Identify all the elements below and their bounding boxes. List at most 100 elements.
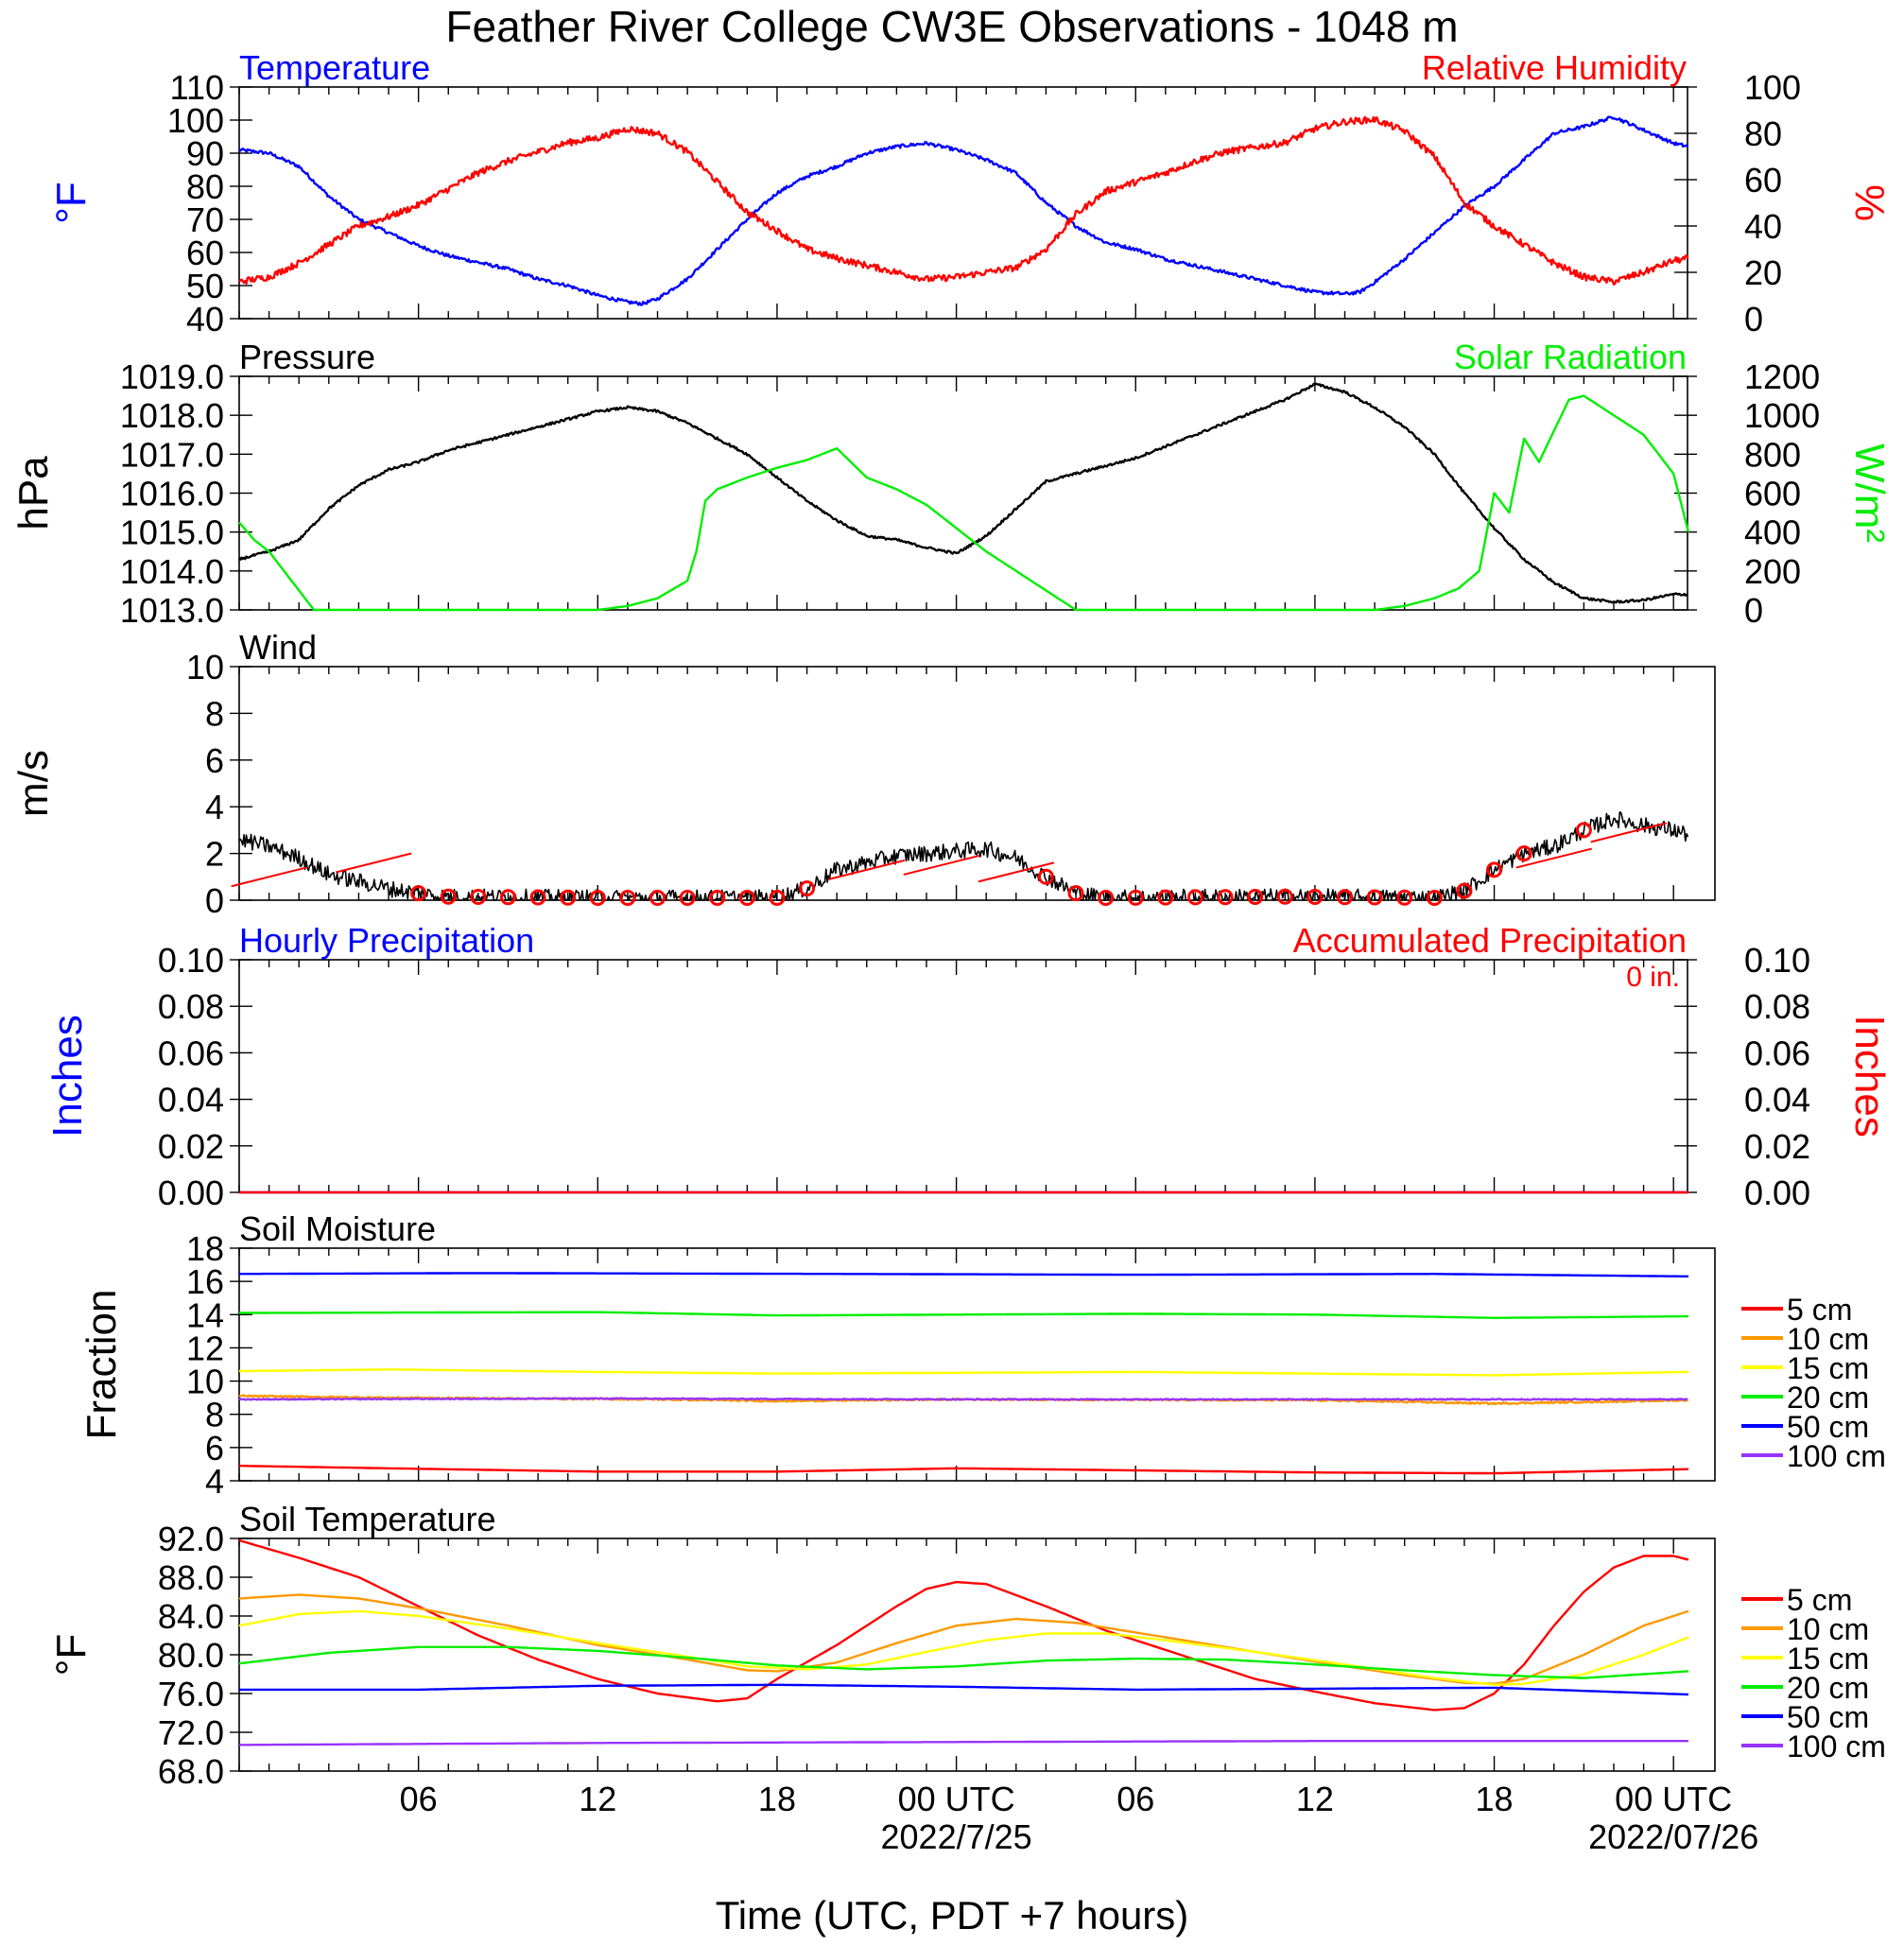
y2-tick-label: 400: [1744, 513, 1801, 552]
x-tick-label: 06: [1116, 1780, 1154, 1818]
calm-wind-marker: [440, 888, 457, 905]
series-line-100cm: [239, 1740, 1688, 1746]
calm-wind-marker: [1217, 889, 1234, 906]
y-tick-label: 1013.0: [120, 591, 224, 630]
y2-tick-label: 60: [1744, 161, 1782, 200]
x-tick-label: 06: [400, 1780, 438, 1818]
legend-label: 20 cm: [1787, 1671, 1869, 1705]
y-axis-label: Inches: [44, 1015, 91, 1138]
calm-wind-marker: [1456, 882, 1473, 899]
y2-tick-label: 0.02: [1744, 1127, 1810, 1166]
legend-label: 100 cm: [1787, 1439, 1886, 1473]
panel-title-left: Temperature: [239, 48, 430, 87]
y-tick-label: 50: [186, 267, 224, 305]
series-line-15cm: [238, 1609, 1689, 1686]
legend-label: 5 cm: [1787, 1293, 1852, 1327]
wind-barb: [335, 852, 412, 874]
x-tick-label: 18: [1476, 1780, 1514, 1818]
y-tick-label: 1019.0: [120, 357, 224, 396]
panel-title-left: Wind: [239, 628, 317, 667]
panel-pressure-solar: 1013.01014.01015.01016.01017.01018.01019…: [10, 338, 1893, 630]
x-tick-label: 18: [758, 1780, 796, 1818]
plot-frame: [238, 86, 1688, 320]
y2-tick-label: 0.06: [1744, 1034, 1810, 1072]
y-tick-label: 0.08: [158, 987, 224, 1026]
y2-axis-label: %: [1846, 184, 1893, 221]
y-tick-label: 8: [205, 694, 224, 733]
y2-tick-label: 1000: [1744, 396, 1820, 435]
chart-title: Feather River College CW3E Observations …: [445, 2, 1458, 51]
y-tick-label: 72.0: [158, 1713, 224, 1752]
legend-label: 20 cm: [1787, 1381, 1869, 1415]
x-axis-label: Time (UTC, PDT +7 hours): [716, 1893, 1189, 1937]
y2-tick-label: 0: [1744, 591, 1763, 630]
y-tick-label: 80.0: [158, 1636, 224, 1675]
y2-tick-label: 0: [1744, 300, 1763, 339]
y2-tick-label: 1200: [1744, 357, 1820, 396]
y-tick-label: 10: [186, 1363, 224, 1401]
series-line-green: [238, 394, 1690, 612]
plot-frame: [238, 375, 1688, 611]
y-tick-label: 2: [205, 835, 224, 874]
calm-wind-marker: [1486, 861, 1503, 878]
legend-label: 100 cm: [1787, 1729, 1886, 1764]
y-tick-label: 8: [205, 1396, 224, 1434]
plot-frame: [238, 666, 1716, 901]
y-tick-label: 18: [186, 1229, 224, 1268]
y-tick-label: 110: [170, 68, 224, 107]
x-tick-label: 00 UTC: [898, 1780, 1015, 1818]
calm-wind-marker: [589, 890, 606, 907]
y-tick-label: 4: [205, 1462, 224, 1501]
y-tick-label: 0.02: [158, 1127, 224, 1166]
series-line-50cm: [239, 1272, 1689, 1278]
y2-tick-label: 0.10: [1744, 941, 1810, 980]
y-tick-label: 0: [205, 881, 224, 920]
y-tick-label: 6: [205, 741, 224, 780]
panel-title-left: Pressure: [239, 338, 375, 376]
y-tick-label: 14: [186, 1295, 224, 1334]
legend-label: 5 cm: [1787, 1583, 1852, 1617]
series-line-15cm: [239, 1368, 1689, 1377]
y2-tick-label: 80: [1744, 114, 1782, 153]
y-axis-label: °F: [48, 1634, 95, 1676]
y-tick-label: 0.06: [158, 1034, 224, 1072]
y-tick-label: 10: [186, 648, 224, 686]
plot-frame: [238, 959, 1688, 1193]
y-tick-label: 1016.0: [120, 475, 224, 513]
y2-tick-label: 0.00: [1744, 1173, 1810, 1212]
y-tick-label: 60: [186, 234, 224, 272]
calm-wind-marker: [1396, 889, 1413, 906]
legend-label: 50 cm: [1787, 1410, 1869, 1444]
calm-wind-marker: [410, 885, 427, 902]
y-tick-label: 40: [186, 300, 224, 339]
calm-wind-marker: [1337, 889, 1354, 906]
y2-tick-label: 200: [1744, 552, 1801, 591]
y2-tick-label: 0.04: [1744, 1081, 1810, 1120]
y-tick-label: 90: [186, 134, 224, 173]
y-tick-label: 4: [205, 788, 224, 826]
y2-tick-label: 800: [1744, 435, 1801, 474]
calm-wind-marker: [499, 889, 516, 906]
y-tick-label: 0.04: [158, 1081, 224, 1120]
calm-wind-marker: [529, 889, 546, 906]
series-line-5cm: [238, 1538, 1689, 1711]
y-axis-label: °F: [48, 182, 95, 223]
calm-wind-marker: [1186, 889, 1203, 906]
panel-title-left: Soil Moisture: [239, 1209, 436, 1248]
x-date-label: 2022/7/25: [881, 1817, 1032, 1856]
legend-label: 15 cm: [1787, 1351, 1869, 1385]
plot-frame: [238, 1247, 1716, 1482]
y2-tick-label: 40: [1744, 207, 1782, 246]
y2-tick-label: 0.08: [1744, 987, 1810, 1026]
series-line-5cm: [239, 1465, 1689, 1475]
legend-label: 15 cm: [1787, 1642, 1869, 1676]
y-tick-label: 1018.0: [120, 396, 224, 435]
y-tick-label: 88.0: [158, 1558, 224, 1597]
series-line-10cm: [238, 1593, 1689, 1685]
y-tick-label: 0.00: [158, 1173, 224, 1212]
y-tick-label: 68.0: [158, 1752, 224, 1791]
panel-wind: 0 2 4 6 8 10 Wind m/s: [10, 628, 1716, 920]
calm-wind-marker: [470, 889, 487, 906]
